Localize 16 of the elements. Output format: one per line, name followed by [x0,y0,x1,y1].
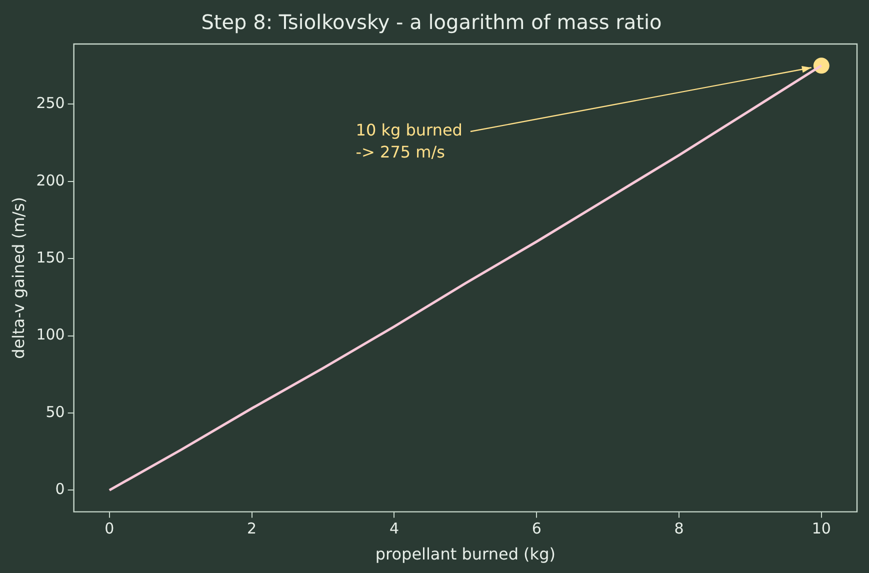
x-tick-label: 0 [104,520,114,538]
annotation: 10 kg burned -> 275 m/s [356,120,462,162]
y-tick-label: 50 [46,402,65,421]
y-tick-label: 0 [55,480,65,498]
x-tick-label: 4 [389,520,399,538]
chart-title: Step 8: Tsiolkovsky - a logarithm of mass ratio [201,10,662,34]
x-tick-label: 8 [674,520,684,538]
y-tick-label: 100 [36,326,65,344]
x-tick-label: 6 [532,520,542,538]
y-tick-label: 200 [36,171,65,190]
x-tick-label: 2 [247,520,257,538]
x-axis-title: propellant burned (kg) [375,544,556,564]
y-tick-label: 250 [36,94,65,112]
y-tick-label: 150 [36,248,65,266]
y-axis-title: delta-v gained (m/s) [8,196,28,359]
x-tick-label: 10 [812,520,831,538]
